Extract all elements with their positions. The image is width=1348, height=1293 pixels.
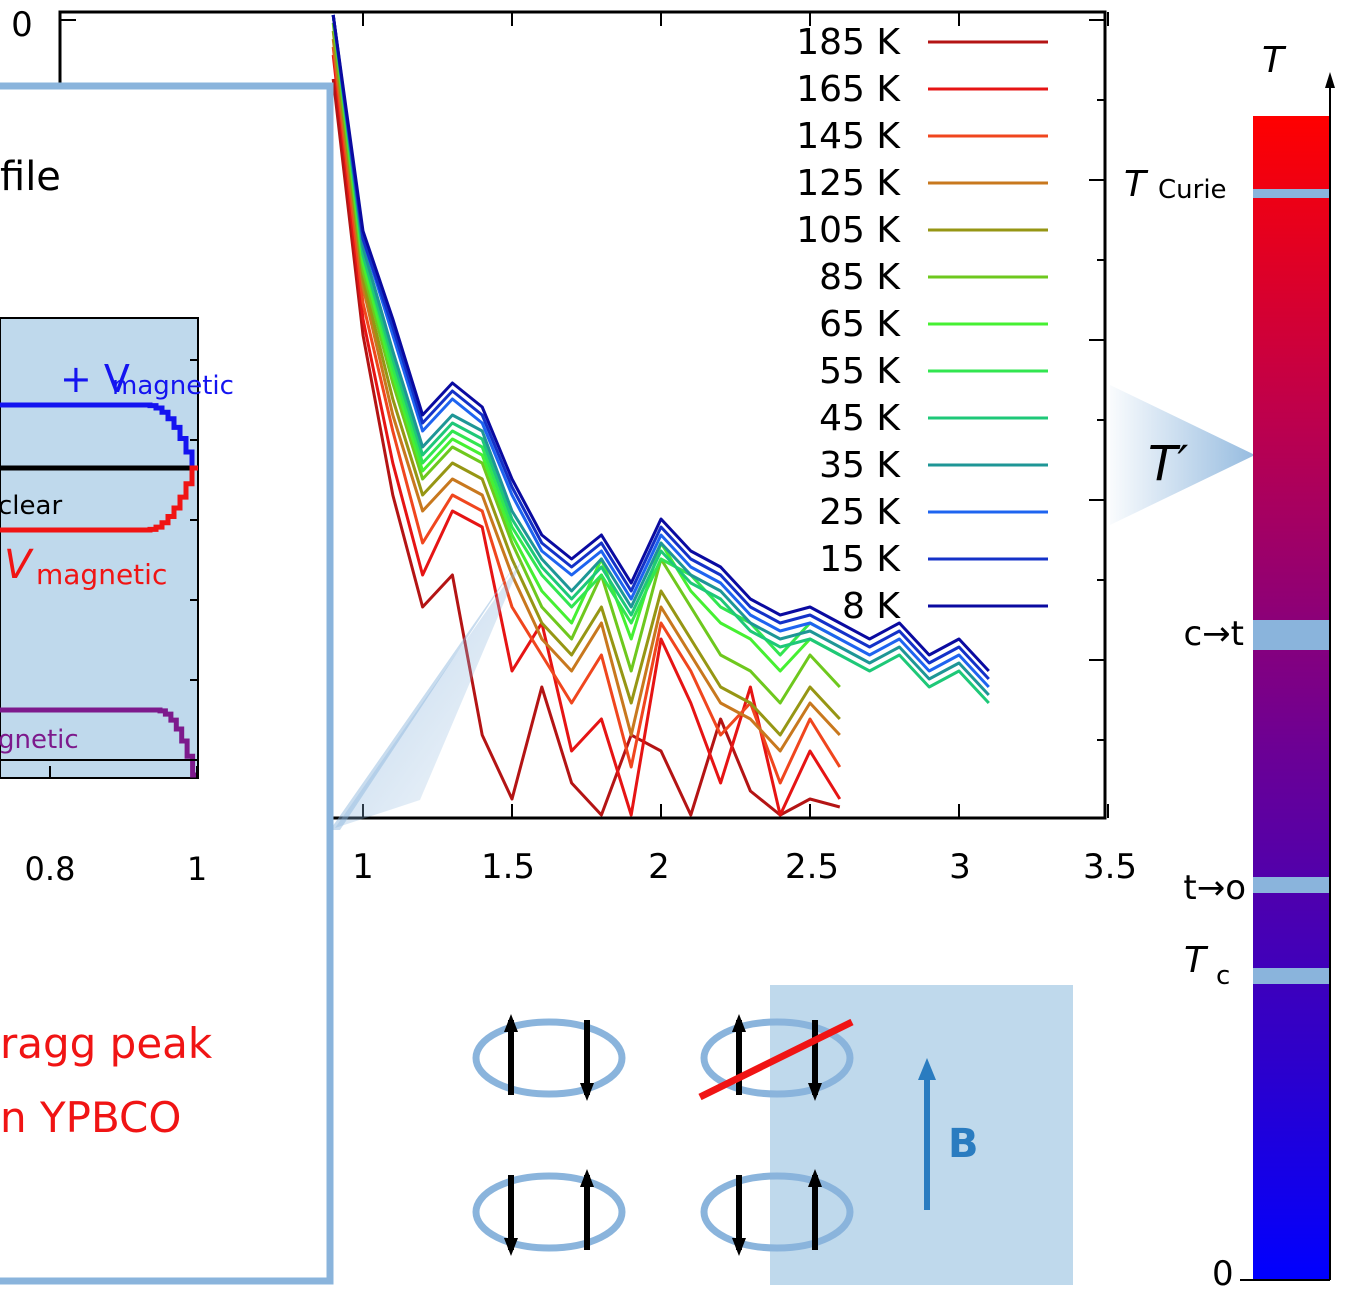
temperature-bar: T′ T 0 T Curie c→t t→o T c	[1110, 40, 1335, 1293]
x-axis	[362, 12, 1109, 818]
inset-profiles	[0, 402, 198, 778]
legend-label: 8 K	[842, 586, 901, 627]
mark-t-to-o	[1253, 877, 1329, 893]
inset-x-tick-1: 1	[187, 850, 207, 888]
legend-label: 55 K	[819, 351, 901, 392]
mark-t-c-sub: c	[1216, 961, 1230, 991]
series-line	[331, 14, 841, 657]
mark-c-to-t-label: c→t	[1183, 614, 1244, 654]
series-layer	[331, 14, 990, 817]
cross-out-line	[698, 1018, 854, 1101]
legend-label: 35 K	[819, 445, 901, 486]
spin-arrows	[504, 1014, 822, 1256]
mark-t-curie-sub: Curie	[1158, 175, 1227, 205]
legend-label: 125 K	[796, 163, 901, 204]
inset-panel: file + V magnetic clear V magnetic gneti…	[0, 82, 334, 1285]
legend-label: 45 K	[819, 398, 901, 439]
series-line	[331, 78, 841, 817]
series-line	[331, 14, 841, 673]
legend: 185 K 165 K 145 K 125 K 105 K 85 K 65 K 55 K 45 …	[796, 22, 1048, 627]
label-sum: + V	[60, 357, 130, 401]
legend-label: 25 K	[819, 492, 901, 533]
legend-label: 65 K	[819, 304, 901, 345]
series-line	[331, 22, 841, 705]
label-nuclear: clear	[0, 491, 62, 521]
dimer-ring	[700, 1172, 854, 1252]
legend-label: 85 K	[819, 257, 901, 298]
x-tick-label: 3	[949, 847, 971, 887]
spin-arrow-head	[580, 1083, 594, 1101]
mark-t-to-o-label: t→o	[1183, 868, 1246, 908]
spin-dimer-diagram: B	[472, 985, 1073, 1285]
series-line	[331, 14, 990, 681]
inset-x-axis	[49, 359, 198, 778]
profile-diff-line	[0, 465, 198, 533]
temperature-indicator-cone	[1110, 385, 1255, 525]
temperature-axis-label: T	[1262, 40, 1287, 81]
field-label: B	[948, 1121, 979, 1167]
mark-t-c-label: T	[1184, 940, 1209, 981]
dimer-ring	[472, 1172, 626, 1252]
legend-label: 185 K	[796, 22, 901, 63]
spin-arrow-head	[580, 1169, 594, 1187]
legend-label: 15 K	[819, 539, 901, 580]
spin-arrow-head	[808, 1083, 822, 1101]
label-sum-sub: magnetic	[112, 371, 234, 401]
legend-label: 165 K	[796, 69, 901, 110]
x-tick-label: 1.5	[481, 847, 535, 887]
temperature-indicator-label: T′	[1148, 436, 1188, 492]
label-diff-sub: magnetic	[36, 558, 167, 591]
temperature-zero-label: 0	[1212, 1254, 1234, 1289]
temperature-axis-arrow	[1325, 72, 1335, 88]
legend-label: 145 K	[796, 116, 901, 157]
series-line	[331, 30, 841, 737]
zoom-cone-left	[330, 555, 522, 830]
spin-arrow-head	[504, 1238, 518, 1256]
dimer-ring	[472, 1018, 626, 1098]
spin-arrow-head	[808, 1169, 822, 1187]
legend-label: 105 K	[796, 210, 901, 251]
x-tick-label: 2	[648, 847, 670, 887]
x-tick-label: 3.5	[1083, 847, 1137, 887]
inset-caption-line-2: n YPBCO	[0, 1093, 181, 1142]
inset-plot-area	[0, 317, 199, 779]
x-tick-label: 1	[352, 847, 374, 887]
series-line	[331, 14, 990, 705]
x-tick-label: 2.5	[785, 847, 839, 887]
series-line	[331, 14, 990, 689]
spin-arrow-head	[732, 1238, 746, 1256]
mark-t-c	[1253, 968, 1329, 984]
spin-arrow-head	[504, 1014, 518, 1032]
mark-t-curie	[1253, 189, 1329, 198]
profile-sum-line	[0, 402, 198, 471]
label-magnetic: gnetic	[0, 725, 79, 755]
main-chart: 0 185 K 165 K 145 K 125 K 105 K 85 K 65 K 55 K 4…	[11, 5, 1109, 820]
field-arrow-head	[918, 1058, 936, 1080]
series-line	[331, 46, 842, 785]
mark-c-to-t	[1253, 620, 1329, 650]
y-tick-label-0: 0	[11, 5, 33, 45]
label-diff-v: V	[4, 542, 34, 588]
spin-arrow-head	[732, 1014, 746, 1032]
inset-caption-line-1: ragg peak	[0, 1019, 213, 1068]
profile-magnetic-line	[0, 707, 198, 778]
inset-title-fragment: file	[0, 154, 61, 200]
mark-t-curie-label: T	[1124, 164, 1149, 205]
inset-x-tick-0: 0.8	[25, 850, 76, 888]
temperature-gradient	[1253, 116, 1329, 1280]
series-line	[331, 38, 841, 753]
series-line	[331, 14, 990, 697]
x-tick-labels: 1 1.5 2 2.5 3 3.5	[352, 847, 1137, 887]
dimer-ring	[700, 1018, 854, 1098]
zoom-cone-fill	[335, 560, 522, 828]
series-line	[331, 14, 990, 673]
